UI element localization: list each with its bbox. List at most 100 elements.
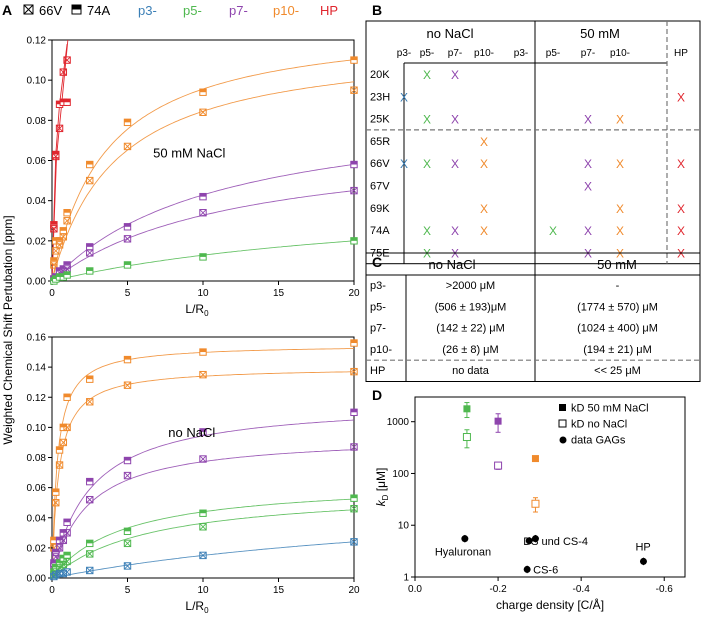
fit-line: [51, 449, 355, 579]
table-c-value-b: -: [616, 280, 620, 292]
data-point: [123, 118, 132, 127]
gag-label: DS und CS-4: [523, 536, 588, 548]
table-b-mark: X: [549, 224, 557, 238]
data-point: [350, 56, 358, 64]
table-b-mark: X: [677, 90, 685, 104]
data-point: [123, 142, 132, 151]
table-b: no NaCl 50 mM p3- p5- p7- p10- p3- p5- p7- p10- HP…: [365, 20, 701, 265]
data-point: [350, 494, 358, 502]
table-b-col-header: p10-: [474, 48, 494, 59]
x-axis-label-d: charge density [C/Å]: [496, 597, 604, 612]
plot-frame-d: [414, 396, 686, 578]
data-point: [63, 518, 71, 526]
legend-p10: p10-: [273, 3, 299, 18]
data-point: [199, 253, 207, 261]
table-b-mark: X: [451, 113, 459, 127]
table-b-mark: X: [400, 90, 408, 104]
table-c-row-label: HP: [370, 365, 385, 377]
table-b-mark: X: [616, 157, 624, 171]
table-b-mark: X: [677, 157, 685, 171]
data-point: [350, 367, 358, 376]
legend-gags-marker: [559, 436, 567, 444]
data-point: [123, 223, 132, 231]
y-tick-label: 0.06: [27, 156, 47, 167]
panel-label-c: C: [372, 254, 382, 270]
table-c-value-a: (26 ± 8) μM: [442, 344, 498, 356]
data-point: [123, 471, 132, 480]
gag-point: [531, 535, 539, 543]
data-point: [199, 209, 207, 217]
data-point: [63, 265, 71, 273]
data-point: [350, 186, 358, 195]
data-point: [123, 562, 132, 570]
panel-label-b: B: [372, 2, 382, 18]
table-b-row-label: 20K: [370, 69, 390, 81]
data-point: [55, 124, 64, 133]
x-tick-label: -0.4: [573, 584, 591, 595]
y-axis-label-unit: [μM]: [374, 468, 388, 495]
y-tick-label: 1000: [387, 417, 410, 428]
kd-nonacl-point: [462, 433, 471, 442]
data-point: [55, 237, 64, 245]
x-tick-label: 10: [197, 288, 209, 299]
x-tick-label: 0: [49, 585, 55, 596]
y-tick-label: 0.02: [27, 543, 47, 554]
table-b-col-header: p3-: [514, 48, 528, 59]
data-point: [350, 339, 358, 347]
data-point: [86, 398, 94, 406]
data-point: [50, 225, 58, 233]
table-c-value-b: (194 ± 21) μM: [583, 344, 652, 356]
gag-point: [525, 537, 533, 545]
y-axis-label-sub: D: [381, 494, 390, 500]
panel-label-a: A: [2, 2, 12, 18]
table-b-mark: X: [480, 202, 488, 216]
x-tick-label: 10: [197, 585, 209, 596]
data-point: [63, 217, 71, 225]
legend-gags: data GAGs: [571, 435, 626, 447]
x-tick-label: 0: [49, 288, 55, 299]
y-tick-label: 0.08: [27, 116, 47, 127]
gag-label: CS-6: [533, 564, 558, 576]
table-b-row-label: 25K: [370, 114, 390, 126]
table-b-mark: X: [451, 68, 459, 82]
table-c-row-label: p10-: [370, 344, 392, 356]
legend-p5: p5-: [183, 3, 202, 18]
data-point: [86, 495, 94, 504]
data-point: [86, 243, 94, 251]
data-point: [350, 538, 358, 546]
table-b-mark: X: [616, 224, 624, 238]
data-point: [199, 108, 207, 116]
data-point: [63, 551, 71, 560]
data-point: [55, 544, 64, 552]
data-point: [199, 88, 207, 96]
table-c-value-a: (142 ± 22) μM: [436, 323, 505, 335]
data-point: [86, 267, 94, 275]
fit-line: [51, 190, 355, 282]
data-point: [52, 498, 60, 507]
kd-50mm-point: [463, 405, 471, 413]
chart-bottom: 0 5 10 15 20 0.00 0.02 0.04 0.06 0.08 0.10 0.12 0.14…: [27, 333, 360, 616]
data-point: [50, 261, 58, 269]
x-tick-label: 20: [348, 288, 360, 299]
data-point: [59, 438, 68, 447]
y-axis-label-d: kD [μM]: [374, 468, 390, 507]
x-tick-label: 5: [125, 288, 131, 299]
table-b-mark: X: [451, 224, 459, 238]
table-b-mark: X: [584, 113, 592, 127]
legend-66v: 66V: [39, 3, 62, 18]
gag-point: [523, 565, 531, 573]
table-b-mark: X: [423, 68, 431, 82]
fit-line: [51, 541, 355, 579]
table-b-mark: X: [480, 135, 488, 149]
data-point: [86, 176, 94, 185]
data-point: [63, 98, 71, 106]
table-b-group-1: no NaCl: [427, 26, 474, 41]
data-point: [63, 393, 71, 401]
table-c-head-a: no NaCl: [429, 257, 476, 272]
table-c-row-label: p5-: [370, 301, 386, 313]
table-b-mark: X: [616, 202, 624, 216]
data-point: [59, 536, 68, 545]
data-point: [55, 559, 64, 567]
data-point: [55, 536, 64, 545]
gag-label: HP: [635, 541, 650, 553]
